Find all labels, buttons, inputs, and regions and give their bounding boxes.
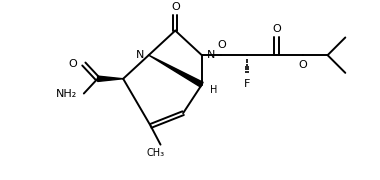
Text: H: H (210, 85, 217, 94)
Polygon shape (149, 55, 203, 87)
Text: O: O (68, 59, 77, 69)
Text: O: O (299, 60, 307, 70)
Text: N: N (135, 50, 144, 60)
Text: O: O (217, 40, 226, 50)
Text: N: N (207, 50, 215, 60)
Polygon shape (98, 76, 123, 82)
Text: F: F (244, 79, 250, 89)
Text: CH₃: CH₃ (147, 148, 165, 158)
Text: NH₂: NH₂ (56, 89, 77, 98)
Text: O: O (272, 24, 281, 33)
Text: O: O (171, 2, 180, 12)
